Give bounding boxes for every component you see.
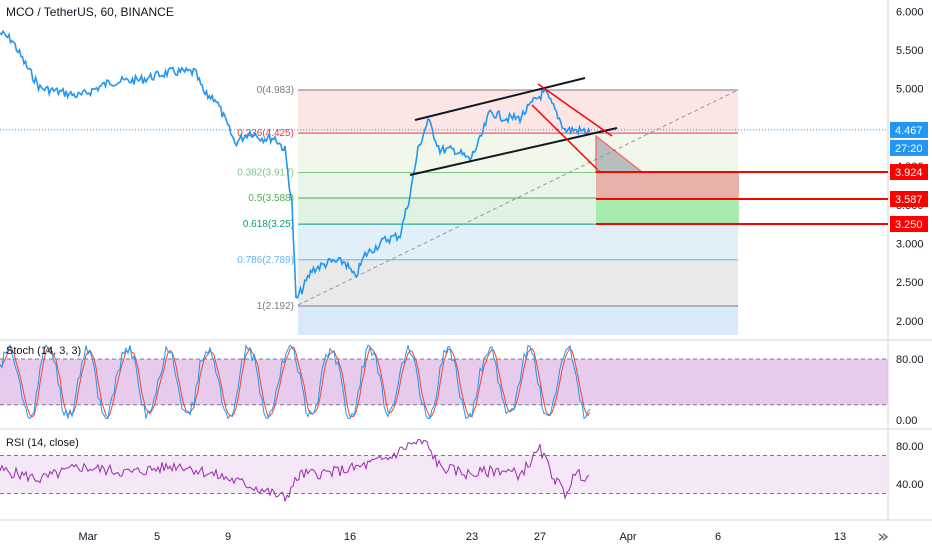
stoch-k-line	[0, 343, 591, 420]
rsi-band	[0, 455, 888, 494]
stoch-label[interactable]: Stoch (14, 3, 3)	[6, 345, 82, 357]
target-tag: 3.250	[895, 219, 923, 231]
drawings	[409, 77, 888, 225]
target-tag-bg	[890, 164, 928, 180]
last-price-tag: 4.467	[895, 125, 923, 137]
target-tag: 3.924	[895, 167, 923, 179]
rsi-tick-label: 40.00	[896, 479, 924, 491]
price-tick-label: 2.000	[896, 316, 924, 328]
time-tick-label: 9	[225, 531, 231, 543]
price-tick-label: 5.500	[896, 45, 924, 57]
oscillator-bands	[0, 358, 888, 494]
price-tags: 4.467 27:20 3.924 3.587 3.250	[890, 121, 928, 232]
red-trend-line	[537, 83, 613, 137]
time-tick-label: Apr	[619, 531, 636, 543]
red-trend-line	[531, 104, 601, 173]
stoch-tick-label: 0.00	[896, 415, 917, 427]
price-tick-label: 6.000	[896, 6, 924, 18]
price-axis: 6.0005.5005.0004.5004.0003.5003.0002.500…	[896, 6, 924, 491]
scroll-to-end-icon[interactable]	[876, 530, 890, 544]
price-line	[0, 29, 591, 299]
time-tick-label: 5	[154, 531, 160, 543]
fib-level-label: 0.236(4.425)	[237, 128, 294, 139]
target-zone-red	[596, 172, 739, 199]
fib-zone	[298, 133, 738, 173]
target-tag: 3.587	[895, 194, 923, 206]
time-tick-label: 23	[466, 531, 478, 543]
chart-title: MCO / TetherUS, 60, BINANCE	[6, 5, 174, 19]
fib-level-label: 0.618(3.25)	[243, 219, 294, 230]
rsi-tick-label: 80.00	[896, 441, 924, 453]
time-tick-label: 16	[344, 531, 356, 543]
stoch-band	[0, 359, 888, 405]
fib-level-label: 0.5(3.588)	[248, 193, 294, 204]
price-tick-label: 5.000	[896, 84, 924, 96]
fib-trend-line	[297, 89, 739, 306]
fib-zone	[298, 224, 738, 260]
time-tick-label: 6	[715, 531, 721, 543]
stoch-tick-label: 80.00	[896, 354, 924, 366]
last-price-tag-bg	[890, 121, 928, 138]
time-tick-label: Mar	[79, 531, 98, 543]
time-tick-label: 27	[534, 531, 546, 543]
rsi-line	[0, 439, 590, 502]
target-tag-bg	[890, 191, 928, 207]
fib-zone	[298, 306, 738, 335]
target-tag-bg	[890, 216, 928, 232]
fib-level-label: 0.786(2.789)	[237, 255, 294, 266]
price-tick-label: 3.000	[896, 238, 924, 250]
channel-upper-line	[414, 77, 586, 121]
fib-zone	[298, 90, 738, 134]
countdown-tag: 27:20	[895, 143, 923, 155]
fib-zone	[298, 259, 738, 306]
channel-lower-line	[409, 127, 618, 176]
time-tick-label: 13	[834, 531, 846, 543]
countdown-tag-bg	[890, 139, 928, 156]
rsi-label[interactable]: RSI (14, close)	[6, 437, 79, 449]
time-axis: Mar 5 9 16 23 27 Apr 6 13	[79, 531, 847, 543]
fib-level-label: 0.382(3.917)	[237, 167, 294, 178]
price-tick-label: 2.500	[896, 277, 924, 289]
stoch-d-line	[0, 346, 591, 419]
fib-level-label: 0(4.983)	[257, 85, 294, 96]
target-zone-green	[596, 199, 739, 223]
grid-lines	[0, 0, 932, 521]
fib-level-label: 1(2.192)	[257, 301, 294, 312]
price-series	[0, 29, 591, 502]
